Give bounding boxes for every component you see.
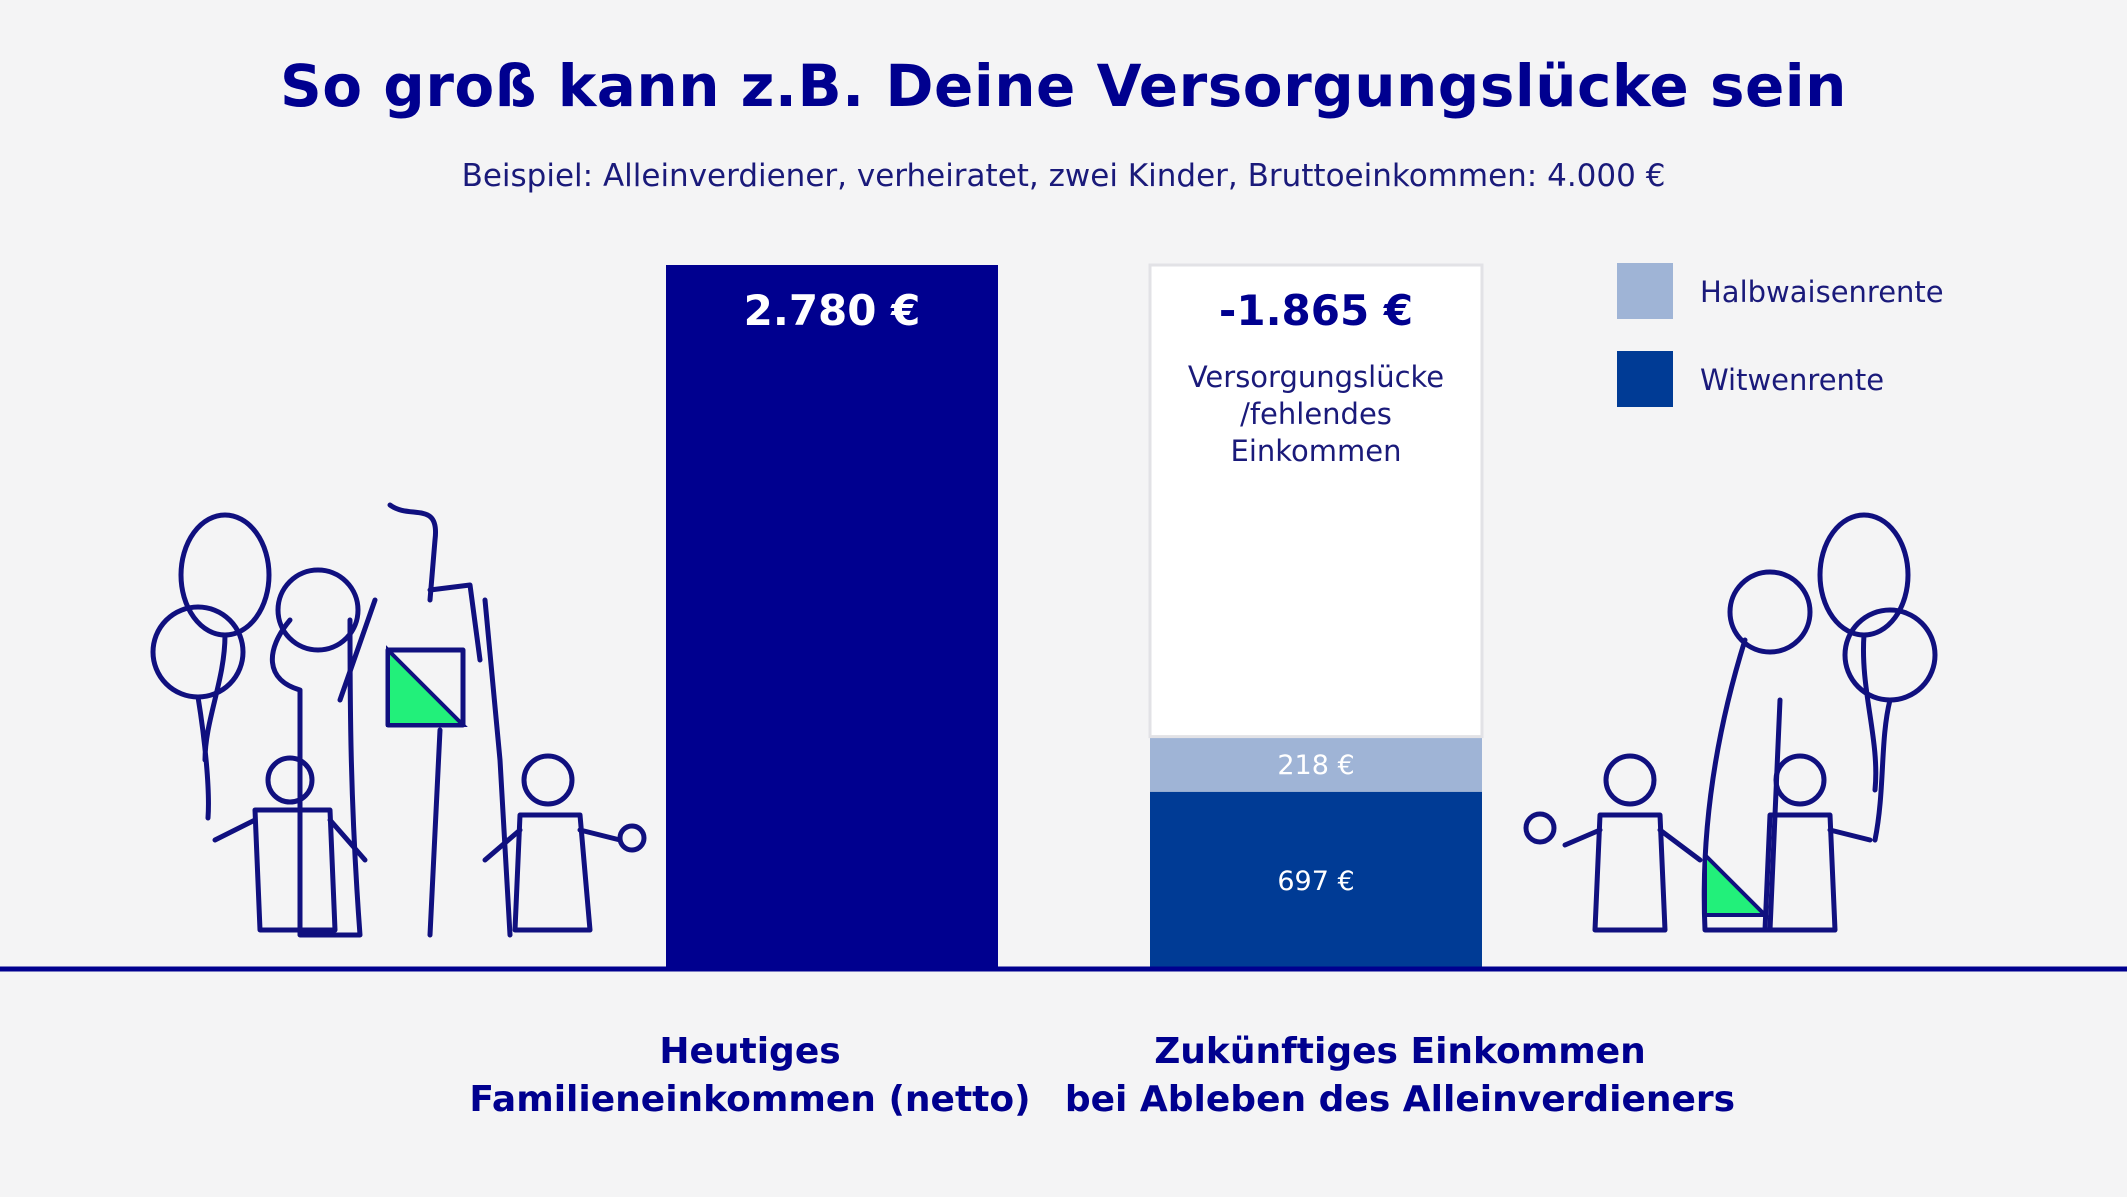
category-label-today-line1: Heutiges	[430, 1028, 1070, 1076]
legend-swatch-0	[1617, 263, 1673, 319]
bar-1-note-line-1: /fehlendes	[1240, 397, 1392, 431]
green-triangle-left	[388, 650, 463, 725]
bar-1-note-line-2: Einkommen	[1231, 434, 1402, 468]
category-label-today: Heutiges Familieneinkommen (netto)	[430, 1028, 1070, 1124]
bar-1-note-line-0: Versorgungslücke	[1188, 360, 1444, 394]
bar-1-segment-2	[1150, 265, 1482, 737]
family-illustration-right	[1526, 515, 1935, 930]
legend: Halbwaisenrente Witwenrente	[1617, 263, 1944, 407]
bar-0-segment-0	[666, 265, 998, 968]
legend-label-1: Witwenrente	[1700, 363, 1884, 397]
category-label-future-line2: bei Ableben des Alleinverdieners	[1050, 1076, 1750, 1124]
bar-0-total-label: 2.780 €	[744, 286, 921, 335]
legend-swatch-1	[1617, 351, 1673, 407]
category-label-future-line1: Zukünftiges Einkommen	[1050, 1028, 1750, 1076]
bar-1-segment-0-label: 697 €	[1277, 866, 1354, 897]
green-triangle-right	[1705, 855, 1765, 915]
category-label-future: Zukünftiges Einkommen bei Ableben des Al…	[1050, 1028, 1750, 1124]
bar-1-segment-1-label: 218 €	[1277, 750, 1354, 781]
bar-1-total-label: -1.865 €	[1219, 286, 1413, 335]
category-label-today-line2: Familieneinkommen (netto)	[430, 1076, 1070, 1124]
legend-label-0: Halbwaisenrente	[1700, 275, 1944, 309]
